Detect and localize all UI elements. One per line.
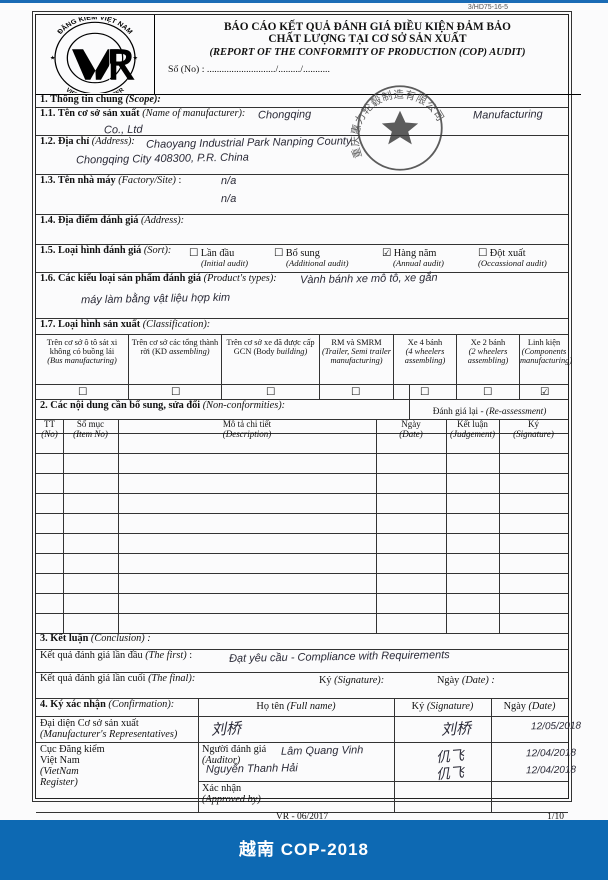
svg-text:★: ★ bbox=[132, 55, 137, 62]
svg-text:★: ★ bbox=[50, 55, 55, 62]
